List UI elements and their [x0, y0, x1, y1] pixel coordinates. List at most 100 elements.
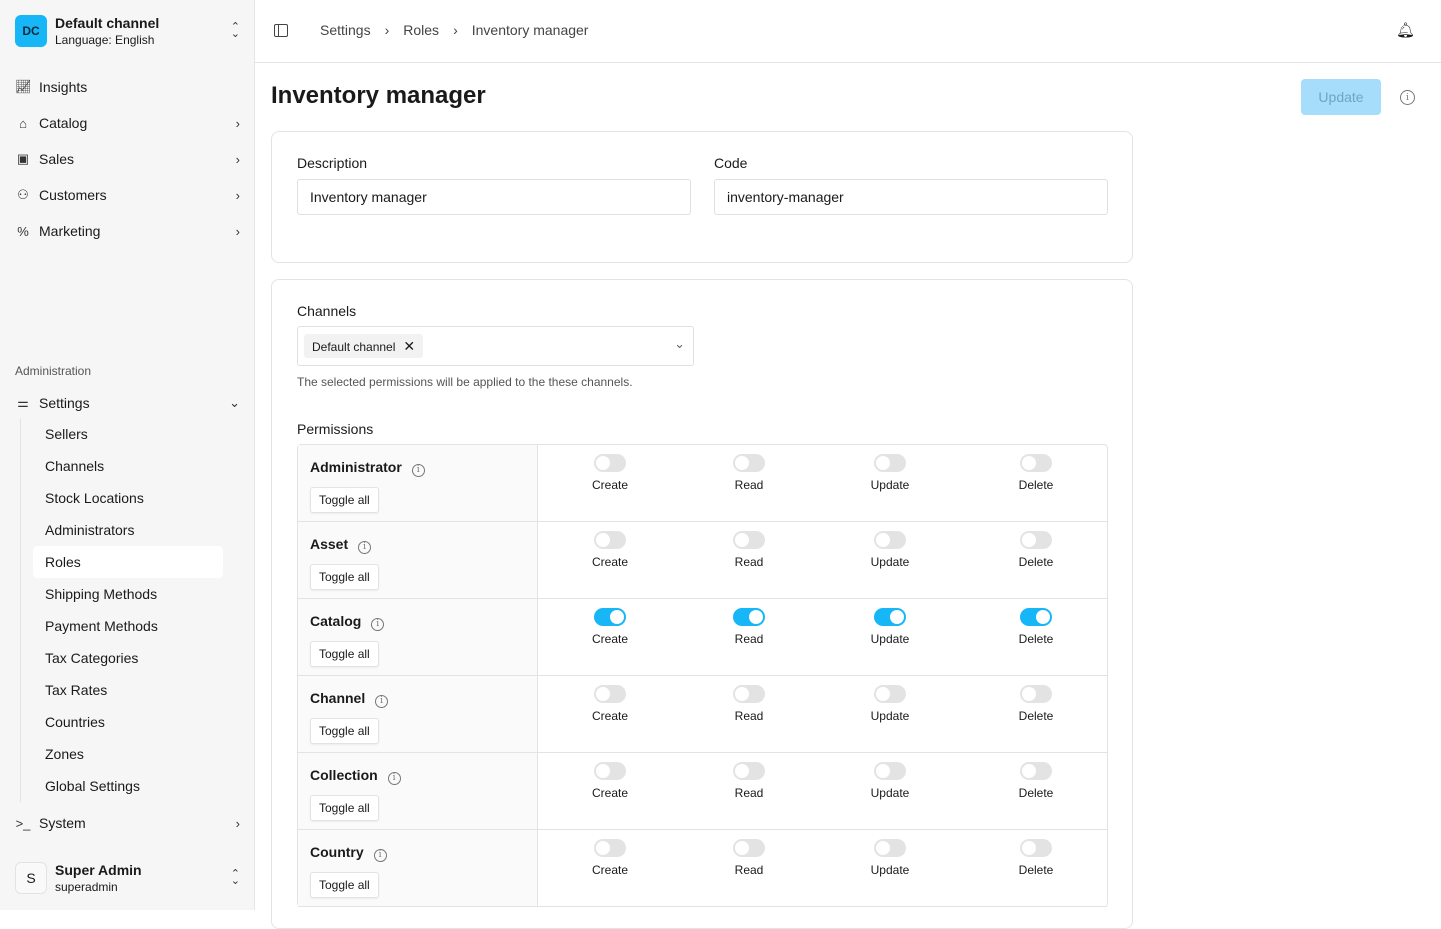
permission-read-toggle[interactable]: [733, 531, 765, 549]
chevrons-up-down-icon: ⌃ ⌄: [230, 868, 240, 887]
sidebar-item-insights[interactable]: 📈︎ Insights: [15, 73, 240, 101]
permission-read-toggle[interactable]: [733, 454, 765, 472]
toggle-label: Read: [734, 786, 764, 800]
permission-read-toggle[interactable]: [733, 608, 765, 626]
info-icon[interactable]: i: [387, 771, 401, 785]
permission-name: Country: [310, 844, 364, 860]
sidebar-subitem-roles[interactable]: Roles: [33, 546, 223, 578]
permission-update-toggle[interactable]: [874, 531, 906, 549]
toggle-all-button[interactable]: Toggle all: [310, 871, 379, 898]
info-icon[interactable]: i: [371, 617, 385, 631]
section-heading: Administration: [15, 364, 92, 378]
description-input[interactable]: Inventory manager: [297, 179, 691, 215]
sidebar-item-sales[interactable]: ▣ Sales ›: [15, 145, 240, 173]
info-icon[interactable]: i: [373, 848, 387, 862]
sidebar-toggle-icon[interactable]: [274, 24, 288, 37]
permission-delete-toggle[interactable]: [1020, 685, 1052, 703]
bell-icon[interactable]: 🔔︎: [1395, 22, 1415, 39]
toggle-all-button[interactable]: Toggle all: [310, 794, 379, 821]
close-icon[interactable]: ✕: [403, 338, 416, 354]
toggle-label: Create: [591, 632, 629, 646]
sidebar-item-settings[interactable]: ⚌ Settings ⌄: [15, 389, 240, 417]
toggle-all-button[interactable]: Toggle all: [310, 563, 379, 590]
info-icon[interactable]: i: [411, 463, 425, 477]
terminal-icon: >_: [15, 815, 31, 831]
sidebar-item-catalog[interactable]: ⌂ Catalog ›: [15, 109, 240, 137]
permission-read-toggle[interactable]: [733, 839, 765, 857]
permission-name: Channel: [310, 690, 366, 706]
permission-cell: Read: [699, 839, 799, 877]
permissions-card: Channels Default channel ✕ ⌄ The selected…: [271, 279, 1133, 929]
permission-delete-toggle[interactable]: [1020, 762, 1052, 780]
sidebar-item-system[interactable]: >_ System ›: [15, 809, 240, 837]
permission-create-toggle[interactable]: [594, 685, 626, 703]
sidebar-subitem-zones[interactable]: Zones: [45, 746, 84, 762]
permission-create-toggle[interactable]: [594, 608, 626, 626]
permission-cell: Read: [699, 685, 799, 723]
permission-cell: Delete: [986, 531, 1086, 569]
sidebar-item-customers[interactable]: ⚇ Customers ›: [15, 181, 240, 209]
permission-cell: Read: [699, 454, 799, 492]
permission-update-toggle[interactable]: [874, 839, 906, 857]
permission-row: Catalog i Toggle all Create Read Update Delet…: [298, 599, 1107, 676]
chevron-right-icon: ›: [235, 187, 240, 203]
permission-delete-toggle[interactable]: [1020, 531, 1052, 549]
sidebar-subitem-tax-rates[interactable]: Tax Rates: [45, 682, 108, 698]
chip-label: Default channel: [312, 340, 396, 354]
info-icon[interactable]: i: [1400, 90, 1415, 105]
permission-create-toggle[interactable]: [594, 454, 626, 472]
permission-create-toggle[interactable]: [594, 839, 626, 857]
channels-select[interactable]: Default channel ✕ ⌄: [297, 326, 694, 366]
permission-update-toggle[interactable]: [874, 685, 906, 703]
permission-cell: Create: [560, 762, 660, 800]
sliders-icon: ⚌: [17, 395, 29, 410]
chevron-right-icon: ›: [235, 815, 240, 831]
toggle-all-button[interactable]: Toggle all: [310, 486, 379, 513]
permission-update-toggle[interactable]: [874, 762, 906, 780]
info-icon[interactable]: i: [375, 694, 389, 708]
permission-read-toggle[interactable]: [733, 685, 765, 703]
sidebar-subitem-shipping-methods[interactable]: Shipping Methods: [45, 586, 158, 602]
toggle-all-button[interactable]: Toggle all: [310, 640, 379, 667]
permission-create-toggle[interactable]: [594, 762, 626, 780]
sidebar-subitem-payment-methods[interactable]: Payment Methods: [45, 618, 158, 634]
permission-group: Asset i Toggle all: [298, 522, 538, 598]
info-icon[interactable]: i: [358, 540, 372, 554]
sidebar-subitem-administrators[interactable]: Administrators: [45, 522, 135, 538]
toggle-label: Read: [734, 478, 764, 492]
percent-icon: %: [17, 223, 29, 239]
permission-cell: Update: [840, 608, 940, 646]
sidebar-subitem-channels[interactable]: Channels: [45, 458, 105, 474]
permission-group: Catalog i Toggle all: [298, 599, 538, 675]
sidebar-subitem-global-settings[interactable]: Global Settings: [45, 778, 140, 794]
permission-delete-toggle[interactable]: [1020, 608, 1052, 626]
channel-switcher[interactable]: DC Default channel Language: English ⌃ ⌄: [15, 15, 240, 47]
sidebar-subitem-stock-locations[interactable]: Stock Locations: [45, 490, 144, 506]
sidebar-subitem-sellers[interactable]: Sellers: [45, 426, 88, 442]
sidebar-item-marketing[interactable]: % Marketing ›: [15, 217, 240, 245]
toggle-label: Delete: [1018, 478, 1054, 492]
permission-cell: Update: [840, 454, 940, 492]
permission-create-toggle[interactable]: [594, 531, 626, 549]
permission-group: Collection i Toggle all: [298, 753, 538, 829]
permission-update-toggle[interactable]: [874, 608, 906, 626]
update-button[interactable]: Update: [1301, 79, 1381, 115]
permission-delete-toggle[interactable]: [1020, 454, 1052, 472]
sidebar-subitem-tax-categories[interactable]: Tax Categories: [45, 650, 139, 666]
user-menu[interactable]: S Super Admin superadmin ⌃ ⌄: [15, 862, 240, 894]
permission-delete-toggle[interactable]: [1020, 839, 1052, 857]
breadcrumb-settings[interactable]: Settings: [320, 22, 371, 38]
permission-toggles: Create Read Update Delete: [538, 599, 1107, 675]
toggle-label: Read: [734, 863, 764, 877]
permission-cell: Update: [840, 685, 940, 723]
permission-update-toggle[interactable]: [874, 454, 906, 472]
topbar: Settings › Roles › Inventory manager 🔔︎: [255, 0, 1441, 63]
permission-cell: Read: [699, 531, 799, 569]
toggle-label: Create: [591, 478, 629, 492]
permission-read-toggle[interactable]: [733, 762, 765, 780]
sidebar-subitem-countries[interactable]: Countries: [45, 714, 105, 730]
breadcrumb-roles[interactable]: Roles: [403, 22, 440, 38]
nav-label: Catalog: [39, 115, 88, 131]
code-input[interactable]: inventory-manager: [714, 179, 1108, 215]
toggle-all-button[interactable]: Toggle all: [310, 717, 379, 744]
